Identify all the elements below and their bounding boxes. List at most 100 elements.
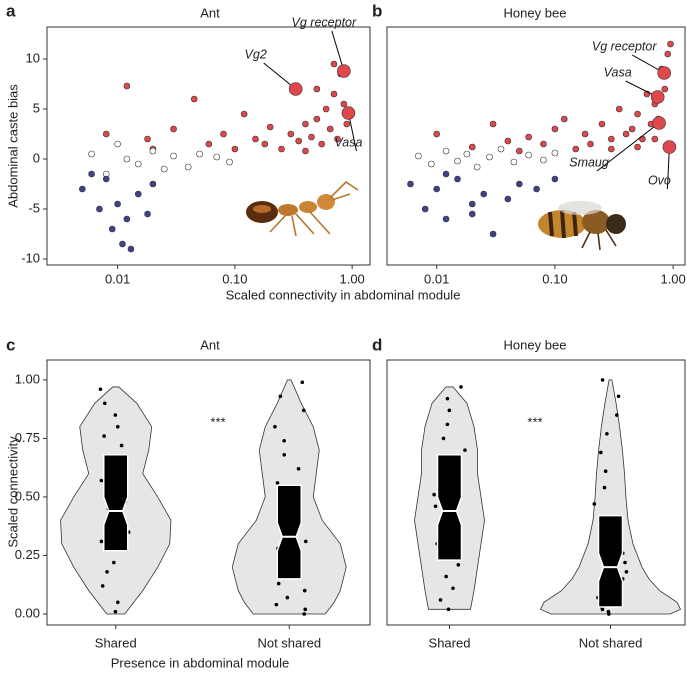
y-tick-label: -5 — [28, 200, 40, 215]
jitter-point — [276, 581, 281, 586]
box — [436, 454, 463, 561]
jitter-point — [603, 469, 608, 473]
jitter-point — [616, 394, 621, 399]
jitter-point — [113, 413, 118, 417]
point — [79, 185, 86, 193]
point — [421, 205, 429, 213]
jitter-point — [274, 602, 279, 607]
jitter-point — [438, 598, 443, 602]
x-axis-label: Presence in abdominal module — [111, 655, 290, 670]
point — [326, 125, 334, 133]
panel-title: Ant — [200, 337, 220, 352]
point — [266, 123, 274, 131]
point — [96, 205, 103, 213]
gene-label: Ovo — [648, 173, 671, 187]
point — [134, 190, 142, 198]
point — [551, 175, 559, 183]
point — [489, 120, 497, 128]
jitter-point — [300, 380, 305, 385]
point — [634, 110, 641, 118]
significance: *** — [527, 414, 542, 429]
point — [220, 130, 227, 138]
jitter-point — [446, 607, 451, 612]
point — [190, 95, 198, 103]
point — [468, 200, 476, 208]
point — [560, 115, 568, 123]
x-tick-label: 1.00 — [660, 271, 685, 286]
point — [134, 160, 142, 168]
box — [103, 454, 129, 552]
point — [149, 147, 157, 155]
jitter-point — [605, 431, 609, 436]
jitter-point — [99, 539, 104, 544]
jitter-point — [119, 443, 124, 448]
jitter-point — [275, 481, 280, 485]
y-tick-label: 0.75 — [15, 430, 40, 445]
jitter-point — [302, 588, 307, 593]
jitter-point — [303, 539, 308, 544]
jitter-point — [100, 584, 105, 588]
point — [442, 147, 450, 155]
point — [504, 137, 512, 145]
point — [184, 163, 192, 171]
panel-label: b — [372, 1, 382, 20]
highlight-point — [652, 116, 666, 130]
jitter-point — [282, 438, 286, 443]
y-tick-label: 0 — [33, 150, 40, 165]
y-tick-label: -10 — [21, 250, 40, 265]
jitter-point — [116, 600, 120, 605]
plot-frame — [46, 359, 371, 626]
jitter-point — [99, 478, 104, 483]
panel-title: Ant — [200, 5, 220, 20]
annotation-arrow — [596, 122, 660, 172]
panel-title: Honey bee — [504, 5, 567, 20]
point — [473, 163, 481, 171]
x-tick-label: 0.01 — [424, 271, 449, 286]
jitter-point — [623, 560, 627, 565]
point — [114, 200, 121, 208]
y-tick-label: 1.00 — [15, 371, 40, 386]
point — [442, 170, 450, 178]
bee-illustration — [538, 201, 626, 251]
point — [149, 180, 157, 188]
jitter-point — [441, 436, 446, 441]
point — [343, 120, 351, 128]
point — [123, 215, 131, 223]
point — [622, 130, 630, 138]
point — [427, 160, 435, 168]
x-tick-label: 0.01 — [105, 271, 130, 286]
x-tick-label: Not shared — [579, 635, 643, 650]
x-tick-label: 1.00 — [339, 271, 364, 286]
point — [551, 125, 559, 133]
gene-label: Vg receptor — [592, 39, 657, 53]
point — [454, 175, 461, 183]
point — [608, 135, 615, 143]
highlight-point — [288, 82, 303, 96]
jitter-point — [285, 595, 290, 600]
point — [123, 155, 131, 163]
plot-frame — [46, 26, 371, 266]
gene-label: Vg receptor — [292, 15, 357, 29]
point — [510, 158, 518, 166]
jitter-point — [432, 492, 436, 497]
point — [572, 145, 580, 153]
point — [489, 230, 497, 238]
point — [313, 85, 321, 93]
panel-title: Honey bee — [504, 337, 567, 352]
point — [415, 152, 422, 160]
point — [330, 90, 338, 98]
jitter-point — [602, 485, 607, 490]
point — [340, 100, 348, 108]
box — [597, 514, 624, 608]
point — [433, 185, 440, 193]
y-tick-label: 5 — [33, 100, 40, 115]
point — [302, 120, 309, 128]
point — [468, 210, 476, 218]
point — [160, 165, 168, 173]
gene-label: Vg2 — [245, 47, 267, 61]
x-tick-label: 0.10 — [222, 271, 247, 286]
jitter-point — [444, 574, 448, 579]
point — [634, 143, 641, 151]
point — [533, 185, 540, 193]
point — [615, 105, 623, 113]
